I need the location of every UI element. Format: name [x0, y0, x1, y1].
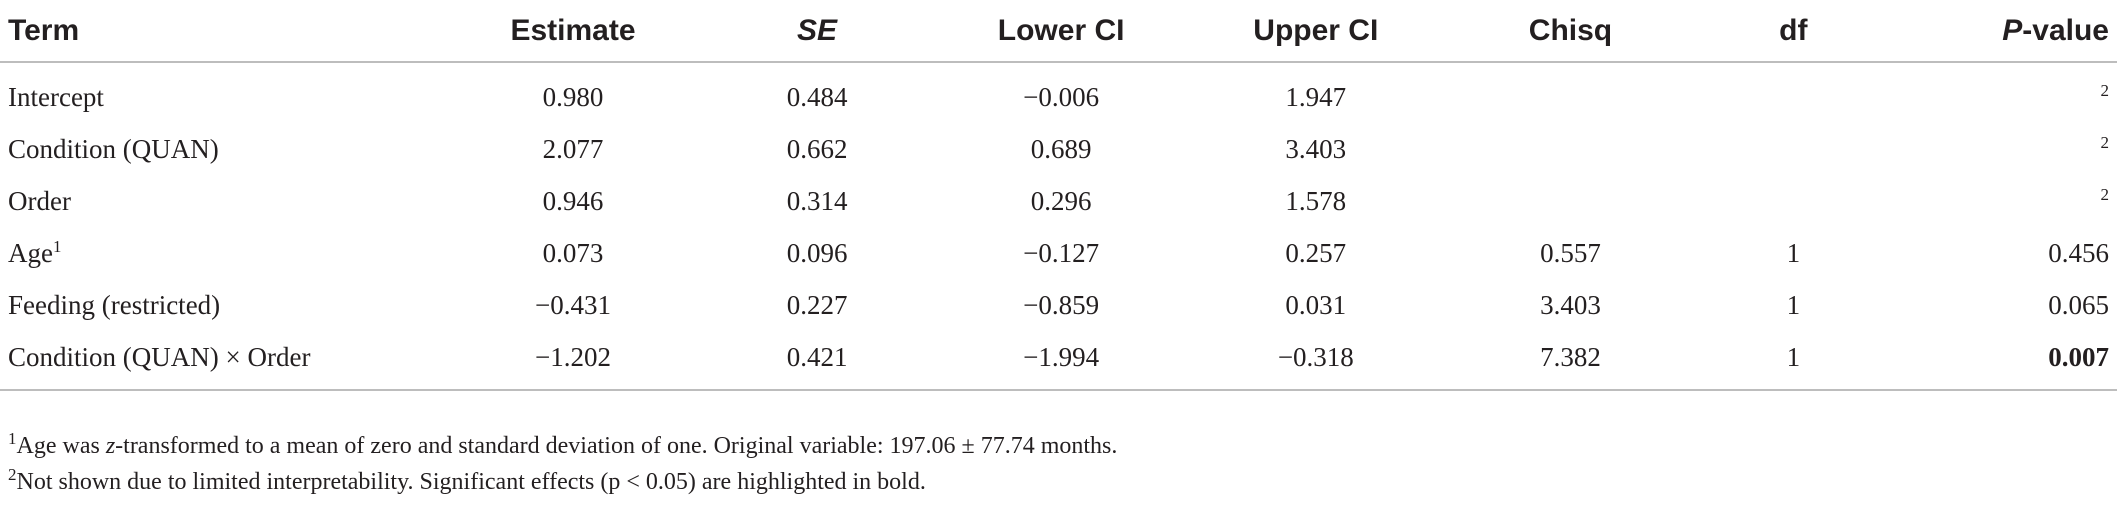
- cell-upper: −0.318: [1188, 331, 1444, 391]
- p-value: 0.456: [2048, 237, 2109, 268]
- header-estimate: Estimate: [445, 0, 701, 63]
- term-label: Intercept: [8, 81, 104, 112]
- cell-p-value: 2: [1889, 175, 2117, 227]
- cell-lower: −0.127: [1023, 237, 1100, 268]
- cell-upper: 0.257: [1285, 237, 1347, 268]
- table-row: Intercept 0.980 0.484 −0.006 1.947 2: [0, 62, 2117, 123]
- header-upper-ci: Upper CI: [1188, 0, 1444, 63]
- table-body: Intercept 0.980 0.484 −0.006 1.947 2 Condition…: [0, 62, 2117, 391]
- cell-term: Feeding (restricted): [0, 279, 446, 331]
- footnote-2-text: Not shown due to limited interpretabilit…: [16, 469, 926, 495]
- term-label: Condition (QUAN): [8, 133, 219, 164]
- table-row: Condition (QUAN) 2.077 0.662 0.689 3.403 2: [0, 123, 2117, 175]
- term-label: Feeding (restricted): [8, 289, 221, 320]
- cell-chisq: 3.403: [1540, 289, 1601, 320]
- cell-estimate: −0.431: [535, 289, 611, 320]
- header-se: SE: [700, 0, 934, 63]
- cell-term: Age1: [0, 227, 446, 279]
- cell-upper: 3.403: [1285, 133, 1347, 164]
- cell-df: [1698, 175, 1889, 227]
- header-term: Term: [0, 0, 446, 63]
- regression-table: Term Estimate SE Lower CI Upper CI Chisq…: [0, 0, 2117, 391]
- header-p-suffix: -value: [2022, 13, 2109, 47]
- table-row: Age1 0.073 0.096 −0.127 0.257 0.557 1 0.456: [0, 227, 2117, 279]
- p-value: 0.007: [2048, 341, 2109, 372]
- cell-se: 0.662: [786, 133, 848, 164]
- p-footnote-mark: 2: [2100, 132, 2110, 152]
- cell-df: [1698, 123, 1889, 175]
- cell-p-value: 0.456: [1889, 227, 2117, 279]
- footnote-1-mark: 1: [8, 429, 17, 448]
- cell-lower: −1.994: [933, 331, 1189, 391]
- header-se-text: SE: [797, 13, 838, 47]
- cell-se: 0.227: [786, 289, 848, 320]
- header-p-letter: P: [2002, 13, 2023, 47]
- term-label: Order: [8, 185, 71, 216]
- table-header-row: Term Estimate SE Lower CI Upper CI Chisq…: [0, 0, 2117, 63]
- cell-estimate: 0.073: [542, 237, 604, 268]
- footnote-2: 2Not shown due to limited interpretabili…: [8, 464, 1117, 500]
- footnote-1-post: -transformed to a mean of zero and stand…: [115, 433, 1118, 459]
- cell-chisq: [1443, 175, 1698, 227]
- cell-df: [1698, 62, 1889, 123]
- table-row: Feeding (restricted) −0.431 0.227 −0.859 0.0…: [0, 279, 2117, 331]
- footnote-1: 1Age was z-transformed to a mean of zero…: [8, 428, 1117, 464]
- term-label: Age: [8, 237, 53, 268]
- cell-p-value: 0.065: [1889, 279, 2117, 331]
- table-row: Condition (QUAN) × Order −1.202 0.421 −1.99…: [0, 331, 2117, 391]
- term-label: Condition (QUAN) × Order: [8, 341, 311, 372]
- term-footnote-mark: 1: [52, 236, 62, 256]
- p-footnote-mark: 2: [2100, 184, 2110, 204]
- cell-df: 1: [1786, 289, 1801, 320]
- cell-chisq: 0.557: [1540, 237, 1601, 268]
- cell-chisq: [1443, 123, 1698, 175]
- cell-lower: −0.859: [1023, 289, 1100, 320]
- table-row: Order 0.946 0.314 0.296 1.578 2: [0, 175, 2117, 227]
- cell-term: Intercept: [0, 62, 446, 123]
- cell-estimate: 2.077: [542, 133, 604, 164]
- footnote-2-mark: 2: [8, 465, 17, 484]
- cell-upper: 0.031: [1285, 289, 1347, 320]
- footnotes: 1Age was z-transformed to a mean of zero…: [8, 428, 1117, 500]
- header-chisq: Chisq: [1443, 0, 1698, 63]
- cell-se: 0.096: [786, 237, 848, 268]
- cell-term: Condition (QUAN) × Order: [0, 331, 446, 391]
- cell-lower: −0.006: [1023, 81, 1100, 112]
- cell-se: 0.314: [786, 185, 848, 216]
- header-lower-ci: Lower CI: [933, 0, 1189, 63]
- cell-p-value: 2: [1889, 62, 2117, 123]
- p-value: 0.065: [2048, 289, 2109, 320]
- cell-lower: 0.296: [1030, 185, 1092, 216]
- footnote-1-pre: Age was: [16, 433, 106, 459]
- header-df: df: [1697, 0, 1889, 63]
- cell-chisq: 7.382: [1443, 331, 1698, 391]
- cell-term: Order: [0, 175, 446, 227]
- cell-estimate: 0.946: [542, 185, 604, 216]
- cell-estimate: 0.980: [542, 81, 604, 112]
- cell-upper: 1.947: [1285, 81, 1347, 112]
- cell-chisq: [1443, 62, 1698, 123]
- cell-estimate: −1.202: [445, 331, 701, 391]
- cell-se: 0.484: [786, 81, 848, 112]
- p-footnote-mark: 2: [2100, 80, 2110, 100]
- cell-df: 1: [1786, 237, 1801, 268]
- cell-p-value: 0.007: [1888, 331, 2117, 391]
- cell-lower: 0.689: [1030, 133, 1092, 164]
- header-p-value: P-value: [1888, 0, 2117, 63]
- cell-se: 0.421: [700, 331, 934, 391]
- cell-term: Condition (QUAN): [0, 123, 446, 175]
- cell-p-value: 2: [1889, 123, 2117, 175]
- cell-upper: 1.578: [1285, 185, 1347, 216]
- footnote-1-italic: z: [105, 433, 116, 459]
- cell-df: 1: [1697, 331, 1889, 391]
